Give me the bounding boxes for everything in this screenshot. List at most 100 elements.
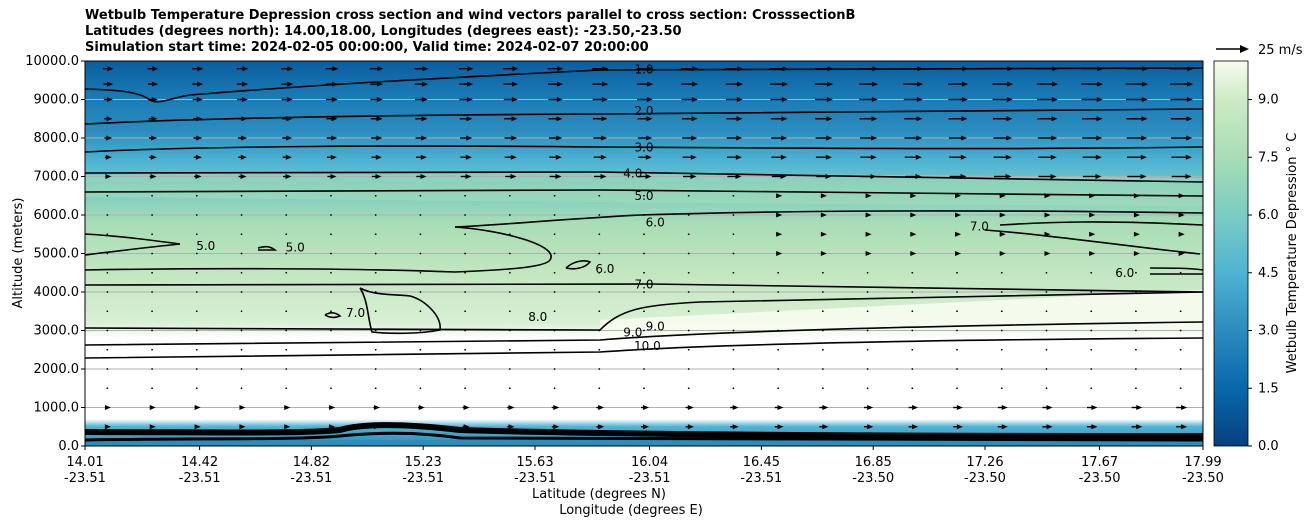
wind-vector <box>1131 424 1143 430</box>
wind-vector <box>285 214 288 216</box>
wind-vector <box>687 387 690 390</box>
wind-vector <box>460 154 472 160</box>
wind-vector <box>414 97 428 102</box>
wind-vector <box>281 97 293 102</box>
wind-vector <box>1044 231 1051 237</box>
x-tick-label-lat: 14.01 <box>66 455 103 470</box>
wind-vector <box>994 174 1012 179</box>
wind-vector <box>955 251 962 256</box>
x-tick-label-lat: 16.04 <box>631 455 668 470</box>
wind-vector <box>598 194 601 197</box>
contour-label: 8.0 <box>528 310 547 324</box>
wind-vector <box>282 174 292 179</box>
wind-vector <box>464 348 467 351</box>
wind-vector <box>1179 291 1182 293</box>
wind-vector <box>325 81 339 87</box>
wind-vector <box>776 231 783 237</box>
wind-vector <box>1133 212 1140 218</box>
x-tick-label-lon: -23.51 <box>740 471 782 486</box>
wind-vector <box>910 231 917 237</box>
wind-vector <box>239 405 246 410</box>
wind-vector <box>415 116 428 122</box>
wind-vector <box>285 271 288 274</box>
wind-vector <box>1044 193 1051 199</box>
wind-vector <box>860 174 877 179</box>
wind-vector <box>284 424 291 430</box>
wind-vector <box>949 154 967 160</box>
wind-vector <box>104 154 112 160</box>
wind-vector <box>681 97 698 102</box>
wind-vector <box>240 310 243 313</box>
wind-vector <box>771 174 787 179</box>
wind-vector <box>903 81 924 87</box>
wind-vector <box>643 329 645 332</box>
wind-vector <box>1000 310 1003 313</box>
x-tick-label-lat: 17.99 <box>1184 455 1221 470</box>
wind-vector <box>636 66 654 72</box>
contour-label: 4.0 <box>623 166 642 180</box>
wind-vector <box>777 387 780 390</box>
wind-vector <box>593 154 607 160</box>
wind-vector <box>240 214 243 216</box>
contour-label: 5.0 <box>196 239 215 253</box>
wind-vector <box>911 271 914 274</box>
wind-reference-label: 25 m/s <box>1258 43 1303 58</box>
wind-vector <box>769 66 789 72</box>
wind-vector <box>371 135 383 141</box>
wind-vector <box>997 424 1008 430</box>
wind-vector <box>776 193 783 199</box>
wind-vector <box>1126 135 1148 141</box>
wind-vector <box>553 214 556 216</box>
wind-vector <box>948 97 968 102</box>
wind-vector <box>194 405 201 410</box>
wind-vector <box>1082 154 1102 160</box>
wind-vector <box>1089 193 1096 199</box>
wind-vector <box>151 329 153 332</box>
contour-8 <box>85 291 1203 331</box>
wind-vector <box>1000 348 1003 351</box>
wind-vector <box>236 81 249 87</box>
wind-vector <box>508 291 511 293</box>
wind-vector <box>373 424 380 430</box>
wind-vector <box>464 194 467 197</box>
wind-vector <box>1045 368 1048 370</box>
colorbar: 0.0 1.5 3.0 4.5 6.0 7.5 9.0 Wetbulb Temperatur… <box>1213 60 1300 454</box>
wind-vector <box>508 271 511 274</box>
wind-vector <box>104 135 113 141</box>
x-tick-label-lat: 15.63 <box>516 455 553 470</box>
wind-vector <box>106 291 109 293</box>
wind-vector <box>549 154 562 160</box>
x-tick-label-lon: -23.51 <box>64 471 106 486</box>
wind-vector <box>240 252 243 255</box>
wind-vector <box>821 310 824 313</box>
wind-vector <box>238 174 247 179</box>
x-axis-label-lat: Latitude (degrees N) <box>532 487 666 502</box>
wind-vector <box>903 97 923 102</box>
wind-vector <box>770 97 788 102</box>
wind-vector <box>908 424 919 430</box>
chart-title: Wetbulb Temperature Depression cross sec… <box>85 8 855 56</box>
wind-vector <box>328 424 336 430</box>
wind-vector <box>151 348 153 351</box>
contour-label: 3.0 <box>634 141 653 155</box>
wind-vector <box>106 329 109 332</box>
wind-vector <box>865 251 872 256</box>
wind-vector <box>553 291 556 293</box>
wind-vector <box>374 387 377 390</box>
wind-vector <box>504 154 517 160</box>
wind-vector <box>598 368 601 370</box>
wind-vector <box>1090 387 1093 390</box>
wind-vector <box>681 81 699 87</box>
wind-vector <box>1037 97 1058 102</box>
wind-vector <box>598 387 601 390</box>
wind-vector <box>419 291 422 293</box>
wind-vector <box>1179 329 1182 332</box>
wind-vector <box>598 233 601 236</box>
wind-vector <box>236 66 249 72</box>
wind-vector <box>193 116 203 122</box>
wind-vector <box>641 405 649 410</box>
wind-vector <box>776 212 783 218</box>
wind-vector <box>1131 405 1143 410</box>
wind-vector <box>997 405 1008 410</box>
contour-4 <box>85 171 1203 183</box>
